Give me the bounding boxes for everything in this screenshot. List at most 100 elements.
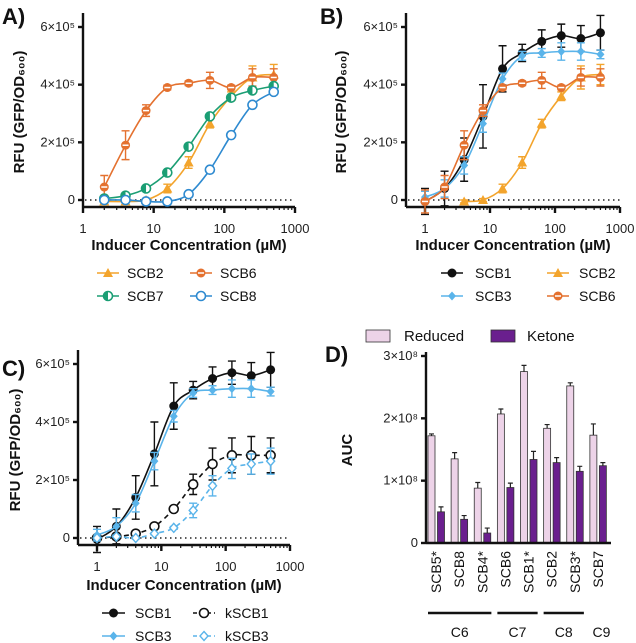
series-scb3 bbox=[93, 379, 275, 542]
data-point bbox=[207, 458, 218, 470]
legend-item-scb3: SCB3 bbox=[102, 628, 172, 643]
fit-curve bbox=[424, 50, 601, 198]
y-axis-label: AUC bbox=[339, 434, 356, 467]
panel-d: D) SCB5* SCB8 SCB4* SCB6 SCB1* SCB2 SCB3* SCB7 0 1… bbox=[325, 328, 611, 640]
fit-curve bbox=[464, 73, 601, 203]
legend-marker bbox=[447, 268, 457, 278]
bar-ketone bbox=[598, 465, 607, 544]
y-tick-label: 0 bbox=[68, 192, 75, 207]
data-point bbox=[556, 91, 567, 101]
fit-curve bbox=[424, 31, 601, 203]
data-point bbox=[188, 504, 199, 517]
series-kscb3 bbox=[92, 447, 276, 544]
y-tick-label: 2×10⁵ bbox=[40, 134, 75, 149]
x-tick-label: 10 bbox=[483, 221, 497, 236]
data-point bbox=[183, 157, 194, 167]
legend-label: SCB1 bbox=[475, 265, 512, 281]
data-point bbox=[162, 83, 172, 93]
fit-curve bbox=[96, 387, 271, 536]
data-point bbox=[204, 118, 215, 128]
data-point bbox=[269, 72, 279, 82]
data-point bbox=[150, 456, 159, 466]
x-tick-label: 100 bbox=[215, 559, 237, 574]
legend-marker bbox=[109, 631, 118, 641]
legend-item-scb6: SCB6 bbox=[547, 288, 616, 304]
data-point bbox=[576, 72, 586, 82]
legend-item-scb7: SCB7 bbox=[97, 288, 164, 304]
data-point bbox=[247, 72, 257, 82]
data-point bbox=[141, 106, 151, 116]
category-label: SCB4* bbox=[474, 550, 490, 593]
error-bar bbox=[475, 481, 481, 489]
group-label: C7 bbox=[509, 624, 527, 640]
data-point bbox=[149, 528, 160, 540]
x-tick-label: 100 bbox=[213, 221, 235, 236]
data-point bbox=[205, 75, 215, 85]
error-bar bbox=[554, 457, 560, 463]
y-tick-label: 4×10⁵ bbox=[363, 77, 398, 92]
data-point bbox=[556, 83, 566, 93]
error-bar bbox=[498, 408, 504, 414]
data-point bbox=[595, 72, 605, 82]
data-point bbox=[595, 28, 605, 38]
x-axis-label: Inducer Concentration (µM) bbox=[86, 577, 281, 594]
data-point bbox=[596, 49, 605, 59]
data-point bbox=[537, 75, 547, 85]
x-tick-label: 1 bbox=[93, 559, 100, 574]
legend-label: SCB6 bbox=[220, 265, 257, 281]
x-tick-label: 10 bbox=[154, 559, 168, 574]
series-scb3 bbox=[421, 42, 605, 204]
bar-reduced bbox=[589, 434, 598, 544]
bar-reduced bbox=[450, 458, 459, 544]
error-bar bbox=[544, 423, 550, 429]
legend-label: kSCB1 bbox=[225, 605, 269, 621]
error-bar bbox=[600, 461, 606, 466]
x-tick-label: 1 bbox=[79, 221, 86, 236]
data-point bbox=[226, 462, 237, 474]
error-bar bbox=[438, 506, 444, 512]
error-bar bbox=[461, 514, 467, 520]
group-label: C9 bbox=[592, 624, 610, 640]
data-point bbox=[168, 522, 179, 534]
legend-label: kSCB3 bbox=[225, 628, 269, 643]
error-bar bbox=[452, 452, 458, 459]
y-tick-label: 2×10⁵ bbox=[363, 134, 398, 149]
panel-label: B) bbox=[320, 4, 343, 29]
data-point bbox=[225, 92, 237, 103]
data-point bbox=[576, 47, 585, 57]
legend-item-scb6: SCB6 bbox=[190, 265, 257, 281]
bar-reduced bbox=[473, 487, 482, 544]
x-tick-label: 100 bbox=[544, 221, 566, 236]
legend-label: SCB7 bbox=[127, 288, 164, 304]
category-label: SCB2 bbox=[544, 551, 560, 588]
y-tick-label: 0 bbox=[411, 535, 418, 550]
y-tick-label: 4×10⁵ bbox=[40, 77, 75, 92]
data-point bbox=[247, 85, 258, 96]
data-point bbox=[556, 31, 566, 41]
x-tick-label: 10 bbox=[146, 221, 160, 236]
legend-marker bbox=[109, 608, 118, 618]
legend-item-kscb1: kSCB1 bbox=[193, 605, 269, 621]
data-point bbox=[478, 119, 487, 129]
y-axis-label: RFU (GFP/OD₆₀₀) bbox=[7, 389, 24, 512]
bar-reduced bbox=[427, 435, 436, 544]
y-tick-label: 6×10⁵ bbox=[35, 356, 70, 371]
panel-label: D) bbox=[325, 342, 348, 367]
category-label: SCB1* bbox=[521, 550, 537, 593]
fit-curve bbox=[424, 75, 601, 203]
series-scb8 bbox=[98, 86, 280, 207]
legend-label: SCB8 bbox=[220, 288, 257, 304]
data-point bbox=[518, 51, 527, 61]
category-label: SCB3* bbox=[567, 550, 583, 593]
data-point bbox=[420, 196, 430, 206]
data-point bbox=[169, 401, 179, 411]
data-point bbox=[498, 64, 508, 74]
data-point bbox=[517, 157, 528, 167]
panel-c: C) 0 2×10⁵ 4×10⁵ 6×10⁵ 1 10 100 1000 Inducer Conc… bbox=[2, 350, 304, 643]
legend-item-scb8: SCB8 bbox=[190, 288, 257, 304]
bar-ketone bbox=[460, 518, 469, 544]
data-point bbox=[99, 182, 109, 192]
data-point bbox=[204, 164, 216, 176]
